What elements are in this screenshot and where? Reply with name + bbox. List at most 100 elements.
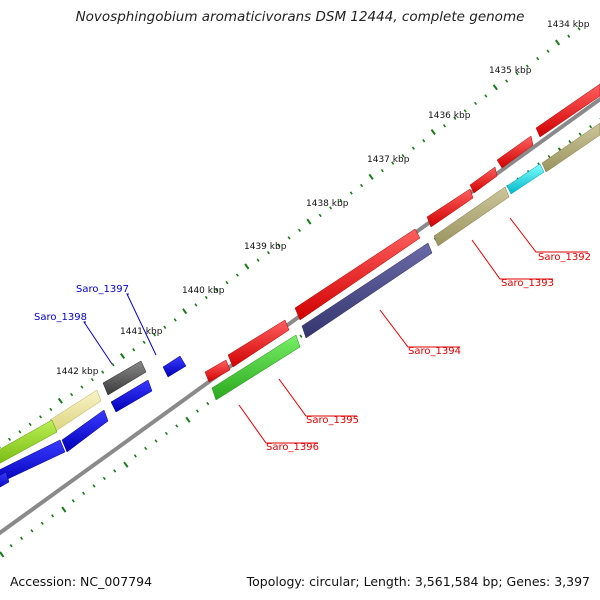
gene-arrow-blue[interactable] <box>162 355 187 378</box>
gene-arrow-saro-1394[interactable] <box>294 228 421 321</box>
minor-tick <box>173 318 177 322</box>
minor-tick <box>577 27 581 31</box>
map-title: Novosphingobium aromaticivorans DSM 1244… <box>75 9 525 25</box>
gene-arrow-saro-1395[interactable] <box>227 319 290 368</box>
major-tick <box>61 506 67 513</box>
minor-tick <box>515 71 519 76</box>
minor-tick <box>568 139 572 144</box>
minor-tick <box>505 79 509 83</box>
summary-label: Topology: circular; Length: 3,561,584 bp… <box>246 574 590 589</box>
minor-tick <box>411 146 415 150</box>
leader-line-saro-1396 <box>238 404 318 444</box>
gene-arrow-saro-1398[interactable] <box>110 379 153 413</box>
minor-tick <box>297 228 302 232</box>
minor-tick <box>567 34 571 38</box>
kbp-tick-label: 1436 kbp <box>428 111 471 121</box>
major-tick <box>244 263 250 270</box>
minor-tick <box>546 49 550 53</box>
gene-arrow-cyan[interactable] <box>506 163 545 195</box>
gene-arrow-green[interactable] <box>211 334 301 401</box>
minor-tick <box>453 116 457 121</box>
minor-tick <box>422 139 426 143</box>
minor-tick <box>82 491 86 496</box>
accession-label: Accession: NC_007794 <box>10 574 153 589</box>
major-tick <box>368 173 374 180</box>
minor-tick <box>589 125 593 129</box>
leader-line-saro-1395 <box>278 378 357 417</box>
gene-arrow-lime[interactable] <box>0 419 58 466</box>
gene-arrow-saro-1393[interactable] <box>433 186 510 247</box>
minor-tick <box>163 325 167 330</box>
major-tick <box>182 308 188 315</box>
leader-line-saro-1397 <box>126 293 157 356</box>
gene-label-group: Saro_1392 Saro_1393 Saro_1394 Saro_1395 … <box>34 252 591 453</box>
gene-features <box>0 83 600 490</box>
minor-tick <box>287 236 291 240</box>
minor-tick <box>144 446 148 451</box>
leader-lines <box>83 217 588 444</box>
gene-arrow-khaki[interactable] <box>541 122 600 173</box>
minor-tick <box>194 303 198 307</box>
gene-arrow-saro-1396[interactable] <box>204 359 231 383</box>
gene-arrow-saro-1392[interactable] <box>426 188 474 228</box>
leader-line-saro-1398 <box>83 321 113 365</box>
minor-tick <box>80 385 84 389</box>
minor-tick <box>175 424 179 428</box>
leader-line-saro-1394 <box>379 309 460 348</box>
minor-tick <box>70 392 74 397</box>
gene-arrow-blue[interactable] <box>0 471 10 490</box>
minor-tick <box>266 251 270 255</box>
gene-label-saro-1394[interactable]: Saro_1394 <box>408 346 461 357</box>
minor-tick <box>40 521 44 525</box>
minor-tick <box>133 454 137 458</box>
minor-tick <box>401 154 405 158</box>
minor-tick <box>536 56 540 61</box>
minor-tick <box>18 430 22 434</box>
kbp-tick-label: 1438 kbp <box>306 199 349 209</box>
minor-tick <box>49 407 53 412</box>
gene-arrow-red[interactable] <box>496 135 534 169</box>
minor-tick <box>51 514 55 518</box>
major-tick <box>492 84 498 91</box>
minor-tick <box>92 484 96 488</box>
minor-tick <box>132 348 136 352</box>
gene-label-saro-1398[interactable]: Saro_1398 <box>34 312 87 323</box>
gene-arrow-navy[interactable] <box>301 242 433 339</box>
minor-tick <box>111 363 115 367</box>
gene-label-saro-1392[interactable]: Saro_1392 <box>538 252 591 263</box>
kbp-tick-label: 1434 kbp <box>547 20 590 30</box>
major-tick <box>185 416 191 423</box>
kbp-tick-label: 1440 kbp <box>182 286 225 296</box>
gene-label-saro-1396[interactable]: Saro_1396 <box>266 442 319 453</box>
gene-label-saro-1395[interactable]: Saro_1395 <box>306 415 359 426</box>
minor-tick <box>277 243 281 247</box>
minor-tick <box>215 288 219 292</box>
minor-tick <box>113 469 117 473</box>
minor-tick <box>525 64 529 68</box>
minor-tick <box>235 273 239 277</box>
minor-tick <box>102 476 106 481</box>
minor-tick <box>256 258 260 262</box>
minor-tick <box>484 94 488 98</box>
minor-tick <box>30 529 34 533</box>
gene-arrow-blue[interactable] <box>0 439 66 485</box>
gene-arrow-red[interactable] <box>469 166 498 194</box>
minor-tick <box>204 295 208 300</box>
gene-arrow-red[interactable] <box>535 83 600 138</box>
minor-tick <box>206 401 210 406</box>
minor-tick <box>360 183 364 188</box>
leader-line-saro-1393 <box>471 239 553 280</box>
minor-tick <box>442 124 447 128</box>
gene-label-saro-1393[interactable]: Saro_1393 <box>501 278 554 289</box>
minor-tick <box>90 377 94 382</box>
leader-line-saro-1392 <box>509 217 588 253</box>
minor-tick <box>71 499 75 503</box>
minor-tick <box>152 333 157 337</box>
major-tick <box>0 551 5 558</box>
gene-label-saro-1397[interactable]: Saro_1397 <box>76 284 129 295</box>
major-tick <box>57 397 63 404</box>
minor-tick <box>142 340 146 344</box>
gene-arrow-saro-1397[interactable] <box>102 360 147 396</box>
gene-arrow-blue[interactable] <box>61 409 109 453</box>
